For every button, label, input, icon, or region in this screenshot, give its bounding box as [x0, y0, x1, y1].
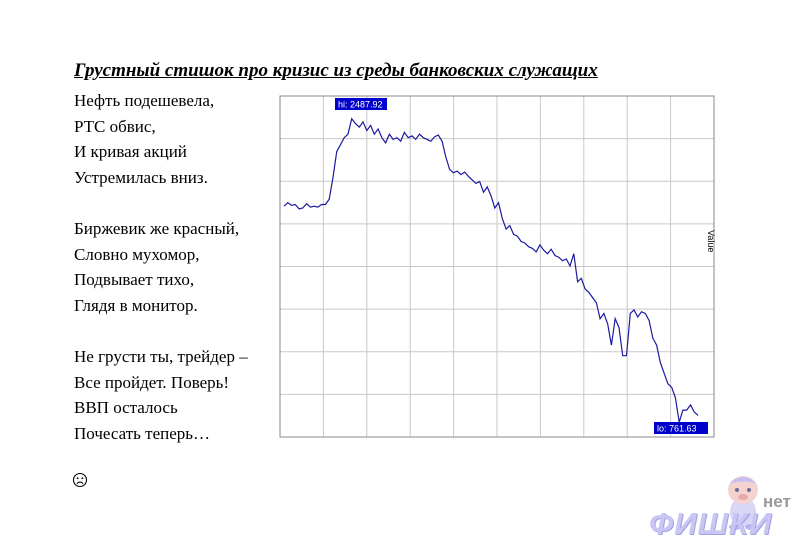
poem-line: РТС обвис,	[74, 116, 156, 136]
poem-line: Почесать теперь…	[74, 423, 211, 443]
series-line	[283, 117, 699, 423]
y-axis-label: Value	[706, 230, 716, 252]
sad-face-icon	[72, 472, 88, 488]
poem-line: Биржевик же красный,	[74, 218, 240, 238]
poem-line: ВВП осталось	[74, 398, 178, 418]
poem-line: Не грусти ты, трейдер –	[74, 346, 248, 366]
poem-line: Словно мухомор,	[74, 244, 200, 264]
stanza-gap	[74, 190, 248, 216]
poem-line: Глядя в монитор.	[74, 295, 198, 315]
poem-line: И кривая акций	[74, 142, 187, 162]
stanza-gap	[74, 318, 248, 344]
lo-label-text: lo: 761.63	[657, 424, 697, 434]
poem-line: Устремилась вниз.	[74, 167, 208, 187]
watermark-logo: нет ФИШКИ	[645, 468, 800, 541]
watermark-brand: ФИШКИ	[649, 506, 773, 541]
chart-grid	[280, 96, 714, 437]
poem: Нефть подешевела, РТС обвис, И кривая ак…	[74, 88, 248, 446]
hi-label: hi: 2487.92	[335, 98, 387, 110]
poem-line: Все пройдет. Поверь!	[74, 372, 230, 392]
stock-chart: hi: 2487.92 lo: 761.63 Value	[279, 95, 716, 438]
page-title: Грустный стишок про кризис из среды банк…	[74, 60, 598, 81]
poem-line: Подвывает тихо,	[74, 270, 195, 290]
hi-label-text: hi: 2487.92	[338, 100, 383, 110]
chart-frame	[279, 95, 715, 438]
watermark-prefix: нет	[763, 492, 791, 511]
poem-line: Нефть подешевела,	[74, 91, 215, 110]
lo-label: lo: 761.63	[654, 422, 708, 434]
mascot-icon	[728, 476, 758, 530]
